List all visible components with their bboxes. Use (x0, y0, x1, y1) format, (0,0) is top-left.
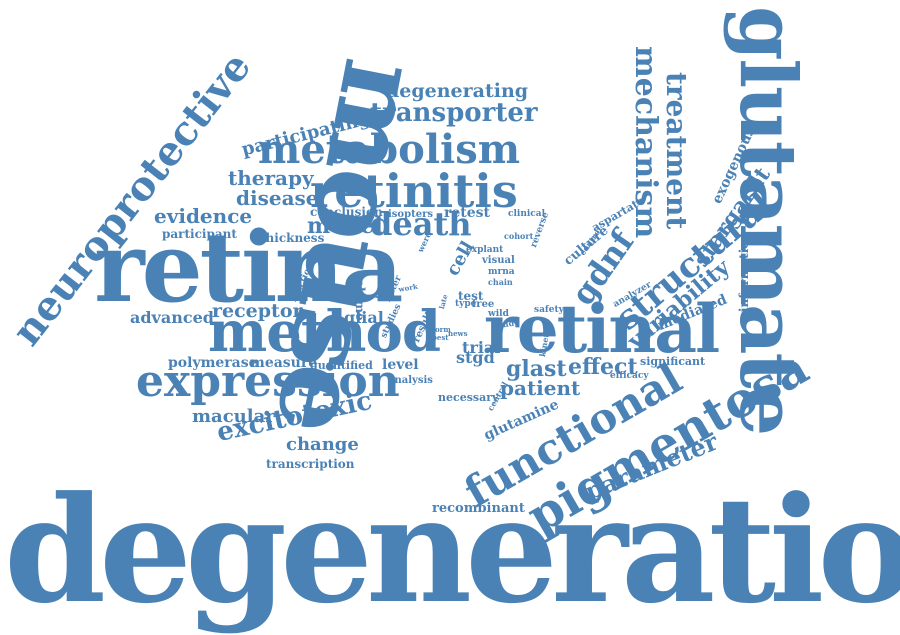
word-effect: effect (568, 354, 638, 380)
word-free: free (472, 299, 495, 310)
word-clinical: clinical (508, 209, 546, 219)
word-best: best (432, 333, 449, 342)
word-form: form (432, 325, 451, 334)
word-receptor: receptor (212, 300, 303, 322)
word-late: late (437, 293, 450, 311)
word-quantified: quantified (310, 359, 373, 372)
word-evidence: evidence (154, 204, 253, 228)
word-death: death (370, 205, 472, 243)
word-method: method (208, 299, 441, 365)
word-type: type (455, 299, 477, 309)
word-explant: explant (466, 245, 504, 255)
word-patient: patient (500, 376, 581, 400)
word-chain: chain (488, 277, 513, 287)
word-efficacy: efficacy (610, 371, 649, 381)
word-transporter: transporter (370, 98, 538, 128)
word-degenerating: degenerating (386, 80, 529, 102)
word-safety: safety (534, 305, 564, 315)
word-participant: participant (162, 227, 237, 241)
word-information: information (737, 232, 751, 313)
word-retinitis: retinitis (310, 164, 518, 218)
word-advanced: advanced (130, 308, 214, 327)
word-retinal: retinal (484, 290, 720, 368)
word-trial: trial (462, 338, 501, 357)
word-test: test (458, 289, 484, 303)
word-significant: significant (640, 355, 706, 368)
word-treatment: treatment (660, 72, 693, 230)
word-change: change (286, 434, 359, 455)
word-degeneration: degeneration (4, 465, 900, 635)
word-level: level (382, 357, 419, 373)
word-visual: visual (482, 255, 515, 266)
word-glutamate: glutamate (722, 6, 813, 435)
word-mrna: mrna (488, 267, 515, 277)
word-metabolism: metabolism (258, 126, 521, 173)
word-isopters: isopters (388, 209, 433, 220)
word-polymerase: polymerase (168, 355, 258, 371)
word-therapy: therapy (228, 166, 314, 190)
word-retina: retina (94, 211, 403, 324)
word-glast: glast (506, 356, 567, 382)
word-wild: wild (488, 309, 509, 319)
word-cell: cell (442, 237, 479, 280)
word-expression: expression (136, 356, 400, 407)
word-glial: glial (344, 308, 384, 327)
word-necessary: necessary (438, 391, 499, 404)
word-measure: measure (250, 355, 318, 371)
word-news: news (448, 329, 468, 338)
word-thickness: thickness (260, 231, 325, 245)
word-retest: retest (444, 205, 491, 221)
word-mechanism: mechanism (628, 46, 663, 239)
word-conclusion: conclusion (310, 205, 383, 219)
word-recombinant: recombinant (432, 501, 525, 516)
word-macular: macular (192, 406, 275, 427)
word-disease: disease (236, 186, 319, 210)
word-stgd: stgd (456, 348, 495, 367)
word-model: model (307, 213, 383, 239)
word-analysis: analysis (388, 375, 433, 386)
word-transcription: transcription (266, 457, 355, 471)
word-cohort: cohort (504, 231, 534, 241)
